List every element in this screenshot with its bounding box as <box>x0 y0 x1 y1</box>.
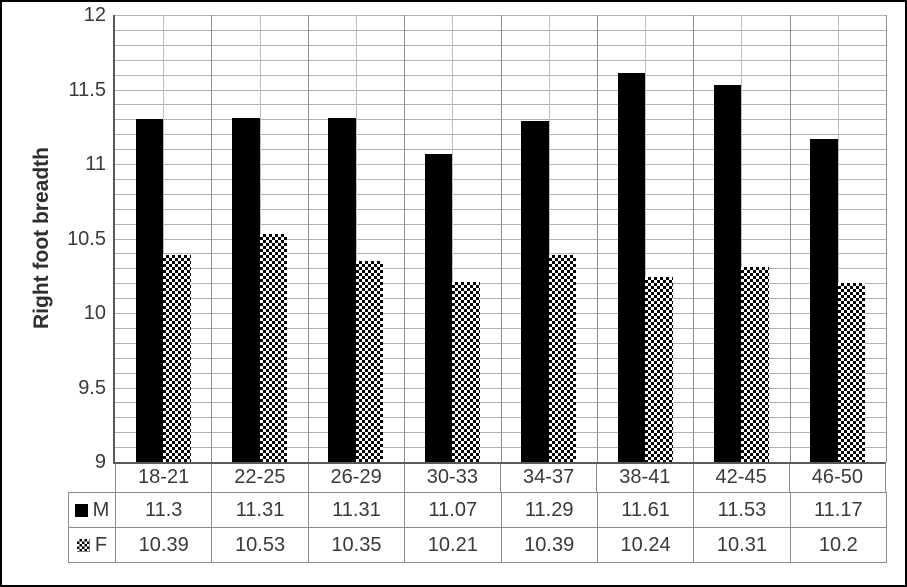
legend-f: F <box>69 528 116 563</box>
x-axis-labels: 18-21 22-25 26-29 30-33 34-37 38-41 42-45 46-50 <box>115 462 886 492</box>
m-swatch-icon <box>74 503 88 517</box>
table-cell-m-46-50: 11.17 <box>790 493 887 528</box>
table-row-m: M 11.3 11.31 11.31 11.07 11.29 11.61 11.53 11.17 <box>69 493 887 528</box>
table-cell-f-38-41: 10.24 <box>597 528 695 563</box>
table-cell-m-22-25: 11.31 <box>212 493 309 528</box>
bar-m-42-45 <box>713 85 742 462</box>
table-cell-m-18-21: 11.3 <box>116 493 213 528</box>
category-label: 22-25 <box>212 462 309 492</box>
bar-f-18-21 <box>163 254 191 462</box>
category-label: 34-37 <box>501 462 598 492</box>
bar-f-46-50 <box>837 283 866 462</box>
category-label: 42-45 <box>694 462 790 492</box>
category-label: 26-29 <box>309 462 405 492</box>
gridline-v <box>886 15 887 462</box>
table-cell-f-26-29: 10.35 <box>308 528 406 563</box>
bar-m-34-37 <box>521 120 549 462</box>
gridline-v <box>163 15 165 462</box>
gridline-v <box>500 15 502 462</box>
table-cell-m-38-41: 11.61 <box>597 493 695 528</box>
plot-area <box>113 15 887 464</box>
y-axis-line <box>113 15 115 464</box>
gridline-v <box>837 15 839 462</box>
table-cell-m-30-33: 11.07 <box>405 493 502 528</box>
f-swatch-icon <box>76 538 90 552</box>
bar-m-30-33 <box>424 153 453 462</box>
y-tick-label: 9.5 <box>78 376 106 399</box>
table-cell-m-26-29: 11.31 <box>308 493 406 528</box>
category-label: 18-21 <box>116 462 213 492</box>
category-label: 38-41 <box>597 462 694 492</box>
data-table: M 11.3 11.31 11.31 11.07 11.29 11.61 11.53 11.17… <box>68 492 887 563</box>
x-axis-line <box>113 462 886 464</box>
bar-m-38-41 <box>617 73 646 462</box>
gridline-v <box>645 15 647 462</box>
table-cell-f-30-33: 10.21 <box>405 528 502 563</box>
gridline-v <box>404 15 406 462</box>
y-tick-label: 10.5 <box>67 227 106 250</box>
gridline-v <box>693 15 695 462</box>
y-tick-label: 12 <box>83 4 106 26</box>
gridline-v <box>596 15 598 462</box>
table-cell-f-34-37: 10.39 <box>501 528 598 563</box>
legend-m: M <box>69 493 116 528</box>
category-label: 46-50 <box>790 462 886 492</box>
y-tick-label: 10 <box>83 302 106 324</box>
bar-f-26-29 <box>355 260 384 462</box>
bar-m-46-50 <box>810 138 838 462</box>
gridline-v <box>789 15 791 462</box>
bar-f-34-37 <box>548 254 577 462</box>
y-axis-ticks: 12 11.5 11 10.5 10 9.5 9 <box>2 2 106 585</box>
bar-f-38-41 <box>645 277 673 462</box>
gridline-v <box>307 15 309 462</box>
y-tick-label: 11 <box>85 153 106 175</box>
table-cell-m-34-37: 11.29 <box>501 493 598 528</box>
y-tick-label: 11.5 <box>68 78 106 101</box>
gridline-v <box>211 15 213 462</box>
bar-f-22-25 <box>259 234 288 462</box>
legend-label-m: M <box>92 498 110 521</box>
gridline-v <box>452 15 454 462</box>
category-label: 30-33 <box>405 462 501 492</box>
bar-f-42-45 <box>741 266 769 462</box>
gridline-v <box>741 15 743 462</box>
bar-m-22-25 <box>232 117 260 462</box>
table-cell-m-42-45: 11.53 <box>694 493 791 528</box>
gridline-v <box>548 15 550 462</box>
bar-m-18-21 <box>135 119 164 462</box>
table-row-f: F 10.39 10.53 10.35 10.21 10.39 10.24 10.31 10.2 <box>69 528 887 563</box>
bar-m-26-29 <box>328 117 356 462</box>
table-cell-f-22-25: 10.53 <box>212 528 309 563</box>
table-cell-f-18-21: 10.39 <box>116 528 213 563</box>
bar-f-30-33 <box>452 281 480 462</box>
y-tick-label: 9 <box>94 451 106 473</box>
table-cell-f-46-50: 10.2 <box>790 528 887 563</box>
legend-label-f: F <box>94 533 108 556</box>
gridline-v <box>355 15 357 462</box>
table-cell-f-42-45: 10.31 <box>694 528 791 563</box>
